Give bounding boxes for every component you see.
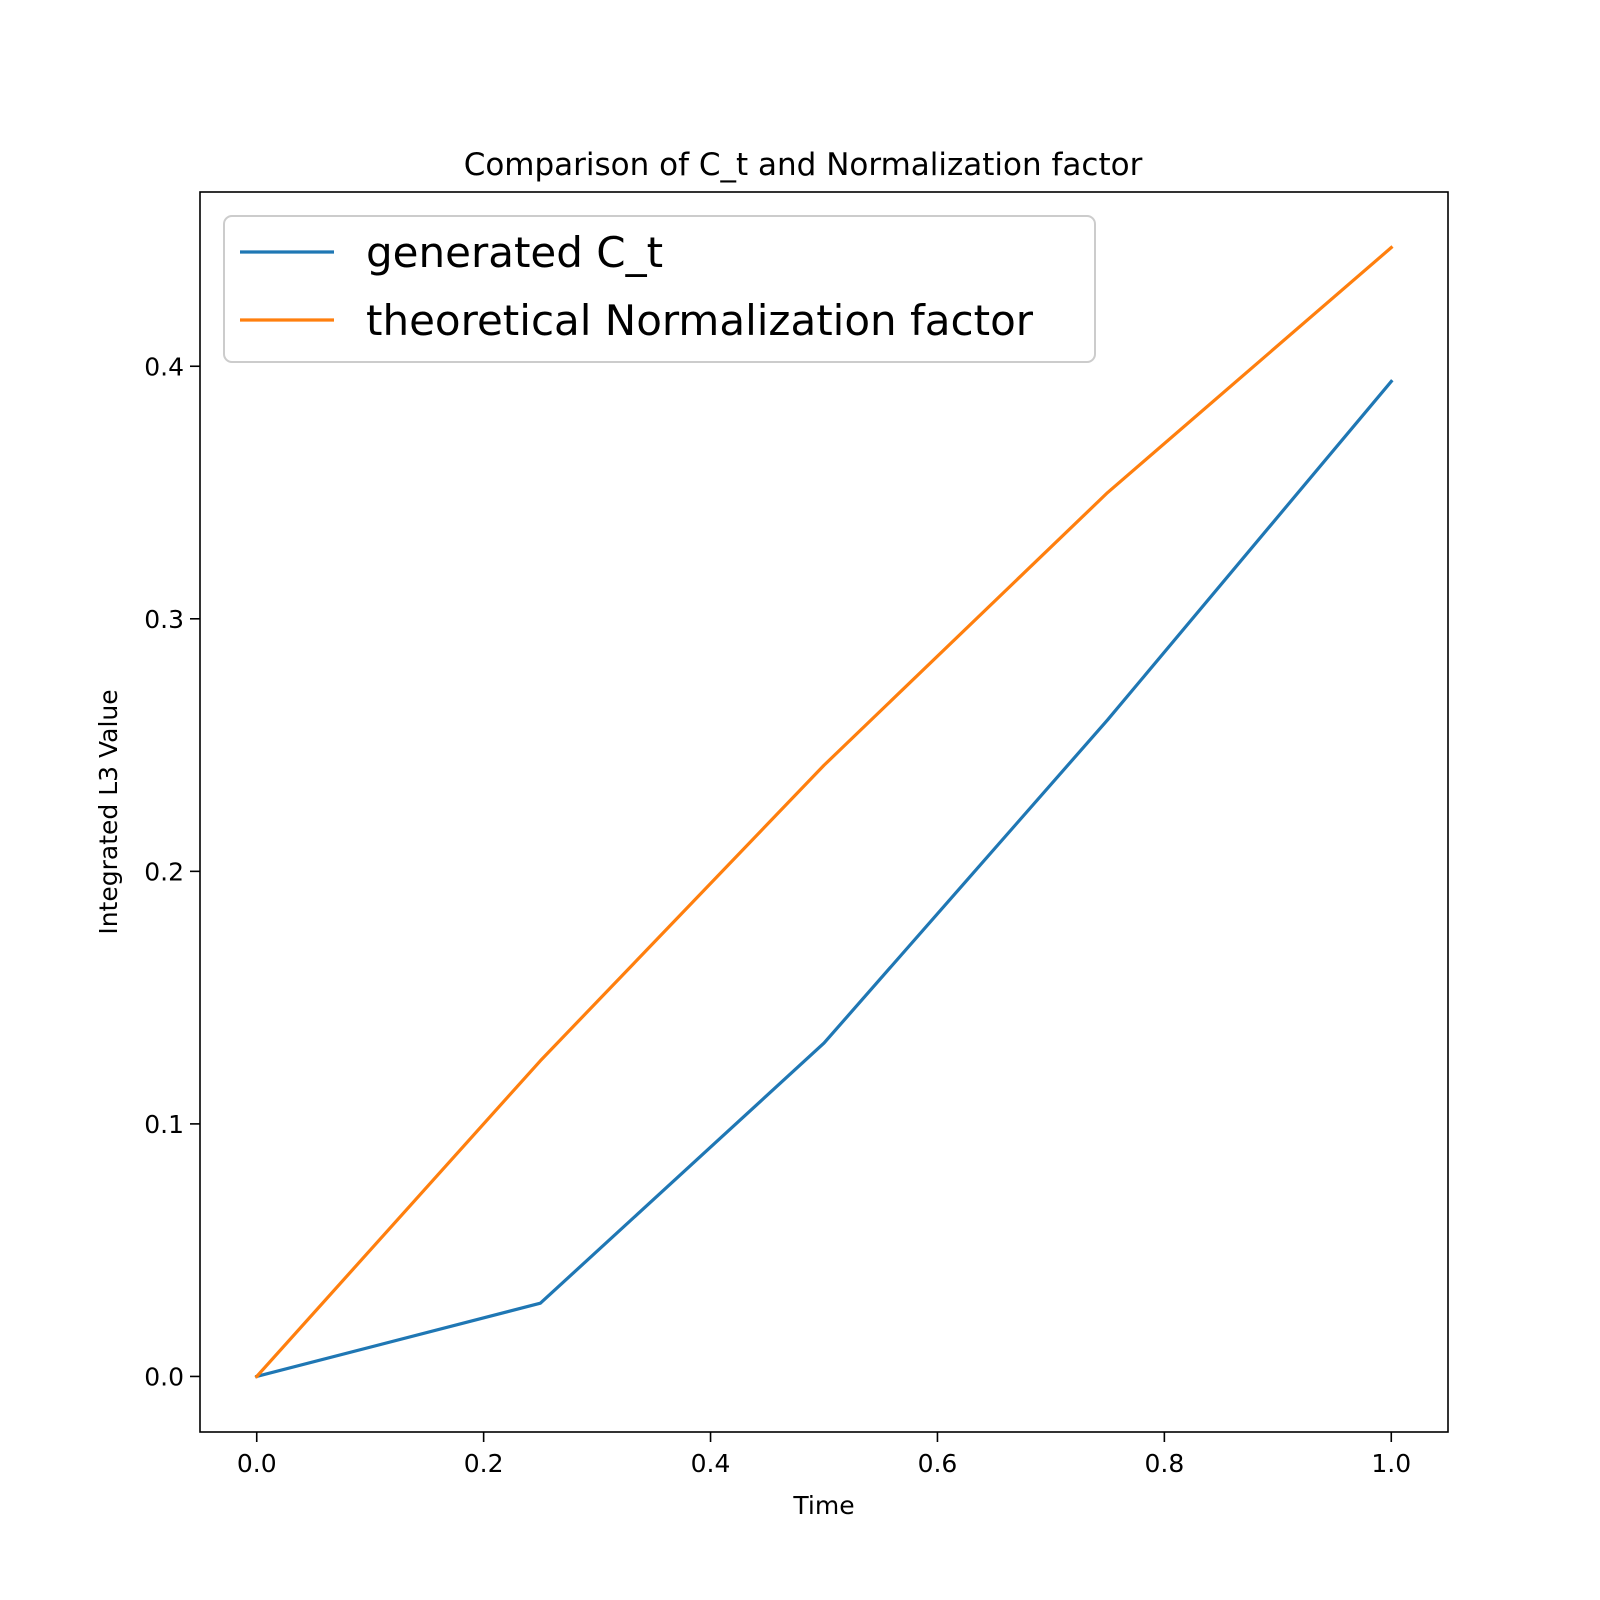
series-layer xyxy=(254,245,1394,1379)
legend: generated C_t theoretical Normalization … xyxy=(223,215,1096,363)
x-tick-label: 0.2 xyxy=(464,1449,504,1478)
y-axis: 0.0 0.1 0.2 0.3 0.4 xyxy=(144,352,200,1391)
legend-label-generated-c-t: generated C_t xyxy=(366,228,663,277)
x-axis-label: Time xyxy=(792,1491,854,1520)
y-tick-label: 0.2 xyxy=(144,857,184,886)
y-axis-label: Integrated L3 Value xyxy=(94,689,123,934)
axes-frame xyxy=(199,191,1449,1433)
x-tick-label: 0.4 xyxy=(691,1449,731,1478)
y-tick-label: 0.4 xyxy=(144,352,184,381)
x-tick-label: 0.0 xyxy=(237,1449,277,1478)
x-tick-label: 0.8 xyxy=(1144,1449,1184,1478)
x-axis: 0.0 0.2 0.4 0.6 0.8 1.0 xyxy=(237,1432,1411,1478)
x-tick-label: 0.6 xyxy=(918,1449,958,1478)
x-tick-label: 1.0 xyxy=(1371,1449,1411,1478)
series-line-theoretical-normalization-factor xyxy=(254,245,1394,1379)
y-tick-label: 0.1 xyxy=(144,1110,184,1139)
legend-frame xyxy=(223,215,1096,363)
chart-title: Comparison of C_t and Normalization fact… xyxy=(464,147,1143,183)
y-tick-label: 0.0 xyxy=(144,1362,184,1391)
series-line-generated-c-t xyxy=(254,379,1394,1379)
legend-label-theoretical-normalization-factor: theoretical Normalization factor xyxy=(366,296,1034,345)
y-tick-label: 0.3 xyxy=(144,605,184,634)
